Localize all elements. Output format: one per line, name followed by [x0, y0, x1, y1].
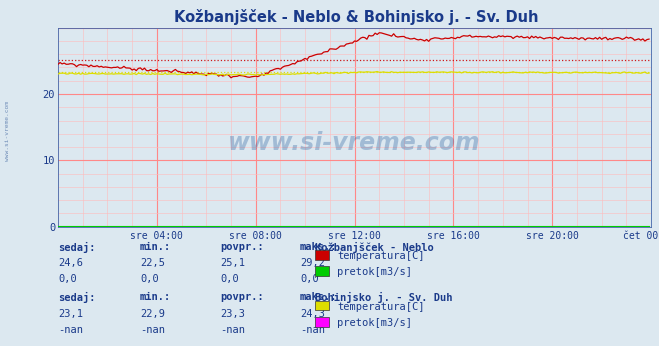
Text: sedaj:: sedaj: [58, 242, 96, 253]
Text: 23,3: 23,3 [220, 309, 245, 319]
Text: sedaj:: sedaj: [58, 292, 96, 303]
Text: povpr.:: povpr.: [220, 242, 264, 252]
Text: 24,6: 24,6 [58, 258, 83, 268]
Text: 22,9: 22,9 [140, 309, 165, 319]
Text: www.si-vreme.com: www.si-vreme.com [5, 101, 11, 162]
Text: Bohinjsko j. - Sv. Duh: Bohinjsko j. - Sv. Duh [315, 292, 453, 303]
Text: Kožbanjšček - Neblo & Bohinjsko j. - Sv. Duh: Kožbanjšček - Neblo & Bohinjsko j. - Sv.… [173, 9, 538, 25]
Text: 29,2: 29,2 [300, 258, 325, 268]
Text: min.:: min.: [140, 292, 171, 302]
Text: maks.:: maks.: [300, 292, 337, 302]
Text: -nan: -nan [220, 325, 245, 335]
Text: 22,5: 22,5 [140, 258, 165, 268]
Text: 0,0: 0,0 [58, 274, 76, 284]
Text: temperatura[C]: temperatura[C] [337, 251, 425, 261]
Text: pretok[m3/s]: pretok[m3/s] [337, 267, 413, 277]
Text: -nan: -nan [300, 325, 325, 335]
Text: 0,0: 0,0 [220, 274, 239, 284]
Text: pretok[m3/s]: pretok[m3/s] [337, 318, 413, 328]
Text: 23,1: 23,1 [58, 309, 83, 319]
Text: 24,3: 24,3 [300, 309, 325, 319]
Text: povpr.:: povpr.: [220, 292, 264, 302]
Text: -nan: -nan [58, 325, 83, 335]
Text: www.si-vreme.com: www.si-vreme.com [228, 131, 481, 155]
Text: 25,1: 25,1 [220, 258, 245, 268]
Text: 0,0: 0,0 [140, 274, 159, 284]
Text: maks.:: maks.: [300, 242, 337, 252]
Text: min.:: min.: [140, 242, 171, 252]
Text: 0,0: 0,0 [300, 274, 319, 284]
Text: -nan: -nan [140, 325, 165, 335]
Text: Kožbanjšček - Neblo: Kožbanjšček - Neblo [315, 242, 434, 253]
Text: temperatura[C]: temperatura[C] [337, 302, 425, 312]
